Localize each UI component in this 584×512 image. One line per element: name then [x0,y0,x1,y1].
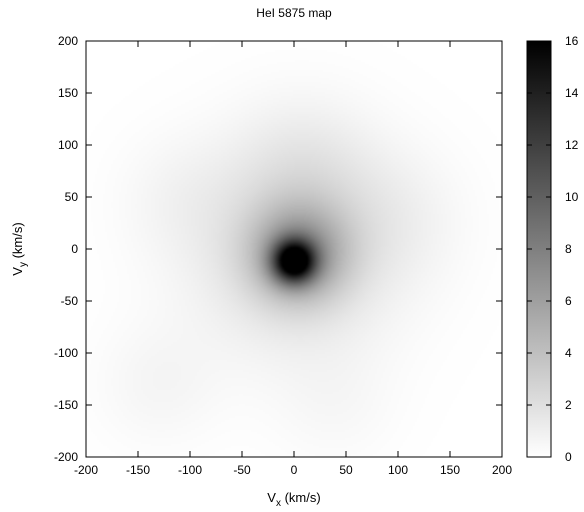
y-tick-label: 100 [58,138,78,152]
colorbar-tick-label: 14 [565,86,579,100]
x-tick-label: 200 [492,463,512,477]
colorbar-tick-label: 2 [565,398,572,412]
heatmap-image [86,41,502,457]
x-tick-label: -50 [233,463,251,477]
x-axis-ticks: -200 -150 -100 -50 0 50 100 150 200 [74,41,512,477]
colorbar-tick-label: 8 [565,242,572,256]
colorbar-tick-label: 4 [565,346,572,360]
y-tick-label: -50 [61,294,79,308]
y-tick-label: 150 [58,86,78,100]
y-tick-label: 50 [65,190,79,204]
y-axis-ticks: -200 -150 -100 -50 0 50 100 150 200 [54,34,502,464]
y-axis-label: Vy (km/s) [10,222,29,275]
colorbar-tick-label: 6 [565,294,572,308]
chart-title: HeI 5875 map [256,6,332,20]
colorbar-tick-label: 0 [565,450,572,464]
x-tick-label: 150 [440,463,460,477]
x-tick-label: 50 [339,463,353,477]
x-tick-label: -200 [74,463,98,477]
colorbar: 0 2 4 6 8 10 12 14 16 [526,34,579,464]
y-tick-label: -150 [54,398,78,412]
x-tick-label: -100 [178,463,202,477]
y-tick-label: -200 [54,450,78,464]
x-axis-label: Vx (km/s) [267,490,320,509]
x-tick-label: 0 [291,463,298,477]
x-tick-label: 100 [388,463,408,477]
y-tick-label: 200 [58,34,78,48]
y-tick-label: -100 [54,346,78,360]
colorbar-tick-label: 10 [565,190,579,204]
heatmap-plot: -200 -150 -100 -50 0 50 100 150 200 -200 -150 -100… [54,34,512,477]
colorbar-tick-label: 16 [565,34,579,48]
colorbar-ticks: 0 2 4 6 8 10 12 14 16 [527,34,579,464]
x-tick-label: -150 [126,463,150,477]
y-tick-label: 0 [71,242,78,256]
colorbar-tick-label: 12 [565,138,579,152]
